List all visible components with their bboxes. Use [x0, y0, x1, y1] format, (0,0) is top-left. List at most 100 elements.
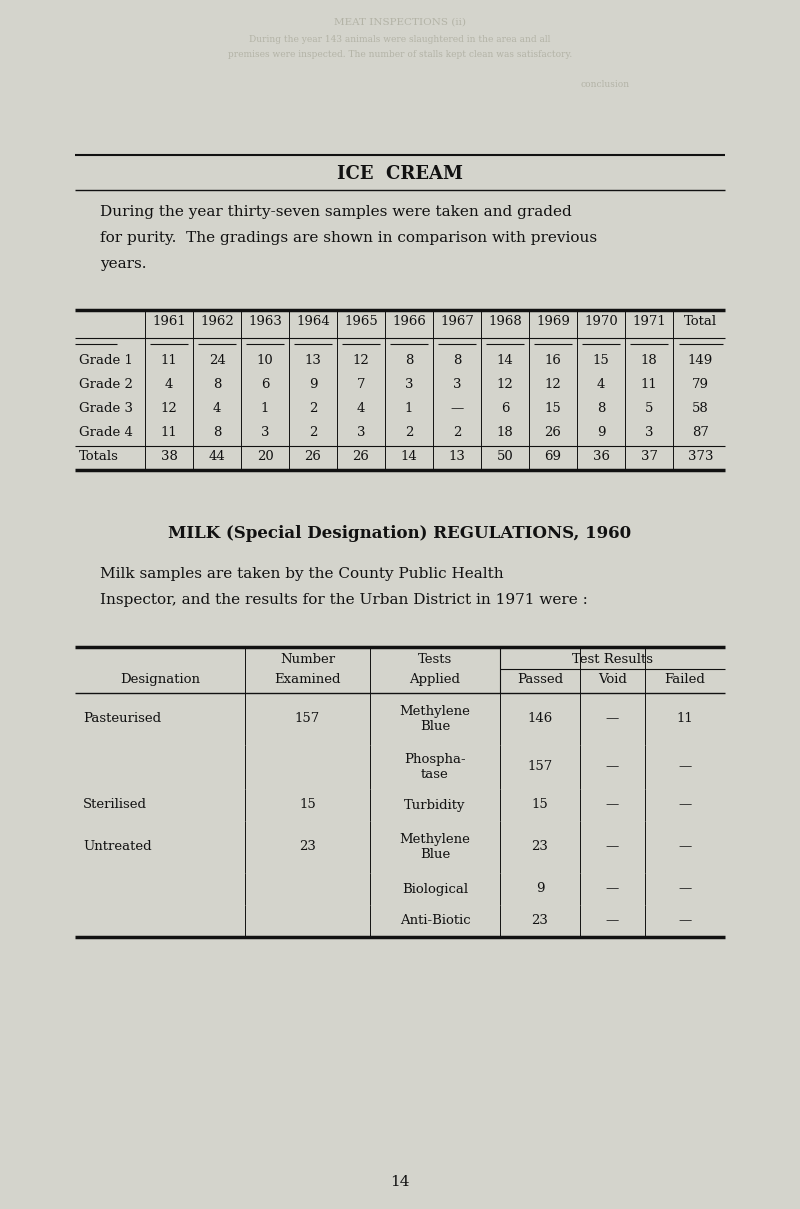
Text: Anti-Biotic: Anti-Biotic	[400, 914, 470, 927]
Text: 87: 87	[692, 426, 709, 439]
Text: Failed: Failed	[665, 673, 706, 686]
Text: 36: 36	[593, 450, 610, 463]
Text: 16: 16	[545, 354, 562, 368]
Text: 7: 7	[357, 378, 366, 391]
Text: Methylene: Methylene	[399, 833, 470, 845]
Text: Biological: Biological	[402, 883, 468, 896]
Text: 15: 15	[593, 354, 610, 368]
Text: 6: 6	[501, 403, 510, 415]
Text: Test Results: Test Results	[572, 653, 653, 666]
Text: 18: 18	[497, 426, 514, 439]
Text: Methylene: Methylene	[399, 705, 470, 717]
Text: Grade 3: Grade 3	[79, 403, 133, 415]
Text: 12: 12	[353, 354, 370, 368]
Text: 1965: 1965	[344, 316, 378, 328]
Text: 2: 2	[453, 426, 461, 439]
Text: premises were inspected. The number of stalls kept clean was satisfactory.: premises were inspected. The number of s…	[228, 50, 572, 59]
Text: tase: tase	[421, 769, 449, 781]
Text: 11: 11	[161, 354, 178, 368]
Text: conclusion: conclusion	[581, 80, 630, 89]
Text: Pasteurised: Pasteurised	[83, 712, 161, 725]
Text: 9: 9	[536, 883, 544, 896]
Text: MEAT INSPECTIONS (ii): MEAT INSPECTIONS (ii)	[334, 18, 466, 27]
Text: 50: 50	[497, 450, 514, 463]
Text: 5: 5	[645, 403, 653, 415]
Text: ICE  CREAM: ICE CREAM	[337, 164, 463, 183]
Text: 4: 4	[597, 378, 605, 391]
Text: 15: 15	[299, 798, 316, 811]
Text: —: —	[678, 914, 692, 927]
Text: Grade 4: Grade 4	[79, 426, 133, 439]
Text: 3: 3	[261, 426, 270, 439]
Text: 8: 8	[453, 354, 461, 368]
Text: 1961: 1961	[152, 316, 186, 328]
Text: MILK (Special Designation) REGULATIONS, 1960: MILK (Special Designation) REGULATIONS, …	[169, 525, 631, 542]
Text: 44: 44	[209, 450, 226, 463]
Text: 10: 10	[257, 354, 274, 368]
Text: 14: 14	[401, 450, 418, 463]
Text: —: —	[678, 760, 692, 774]
Text: 1970: 1970	[584, 316, 618, 328]
Text: 8: 8	[213, 378, 221, 391]
Text: 9: 9	[309, 378, 318, 391]
Text: 13: 13	[449, 450, 466, 463]
Text: Inspector, and the results for the Urban District in 1971 were :: Inspector, and the results for the Urban…	[100, 592, 588, 607]
Text: 3: 3	[645, 426, 654, 439]
Text: 3: 3	[357, 426, 366, 439]
Text: —: —	[606, 712, 619, 725]
Text: 12: 12	[545, 378, 562, 391]
Text: 58: 58	[692, 403, 709, 415]
Text: During the year 143 animals were slaughtered in the area and all: During the year 143 animals were slaught…	[250, 35, 550, 44]
Text: Void: Void	[598, 673, 627, 686]
Text: 23: 23	[299, 840, 316, 854]
Text: 26: 26	[353, 450, 370, 463]
Text: Examined: Examined	[274, 673, 341, 686]
Text: 37: 37	[641, 450, 658, 463]
Text: Passed: Passed	[517, 673, 563, 686]
Text: 1969: 1969	[536, 316, 570, 328]
Text: 15: 15	[532, 798, 548, 811]
Text: 1: 1	[261, 403, 269, 415]
Text: —: —	[606, 883, 619, 896]
Text: 1964: 1964	[296, 316, 330, 328]
Text: 1: 1	[405, 403, 413, 415]
Text: 9: 9	[597, 426, 606, 439]
Text: 4: 4	[357, 403, 365, 415]
Text: 149: 149	[688, 354, 713, 368]
Text: Totals: Totals	[79, 450, 119, 463]
Text: Grade 2: Grade 2	[79, 378, 133, 391]
Text: —: —	[606, 760, 619, 774]
Text: 8: 8	[213, 426, 221, 439]
Text: 15: 15	[545, 403, 562, 415]
Text: —: —	[606, 914, 619, 927]
Text: —: —	[606, 840, 619, 854]
Text: —: —	[678, 840, 692, 854]
Text: Number: Number	[280, 653, 335, 666]
Text: 38: 38	[161, 450, 178, 463]
Text: 13: 13	[305, 354, 322, 368]
Text: 4: 4	[213, 403, 221, 415]
Text: Total: Total	[684, 316, 717, 328]
Text: Milk samples are taken by the County Public Health: Milk samples are taken by the County Pub…	[100, 567, 504, 582]
Text: 1962: 1962	[200, 316, 234, 328]
Text: 26: 26	[305, 450, 322, 463]
Text: 146: 146	[527, 712, 553, 725]
Text: Designation: Designation	[120, 673, 200, 686]
Text: —: —	[450, 403, 464, 415]
Text: Grade 1: Grade 1	[79, 354, 133, 368]
Text: 11: 11	[161, 426, 178, 439]
Text: Sterilised: Sterilised	[83, 798, 147, 811]
Text: 69: 69	[545, 450, 562, 463]
Text: 14: 14	[497, 354, 514, 368]
Text: years.: years.	[100, 258, 146, 271]
Text: 18: 18	[641, 354, 658, 368]
Text: —: —	[678, 798, 692, 811]
Text: 26: 26	[545, 426, 562, 439]
Text: Untreated: Untreated	[83, 840, 152, 854]
Text: 3: 3	[453, 378, 462, 391]
Text: Turbidity: Turbidity	[404, 798, 466, 811]
Text: 23: 23	[531, 914, 549, 927]
Text: 23: 23	[531, 840, 549, 854]
Text: 11: 11	[677, 712, 694, 725]
Text: for purity.  The gradings are shown in comparison with previous: for purity. The gradings are shown in co…	[100, 231, 597, 245]
